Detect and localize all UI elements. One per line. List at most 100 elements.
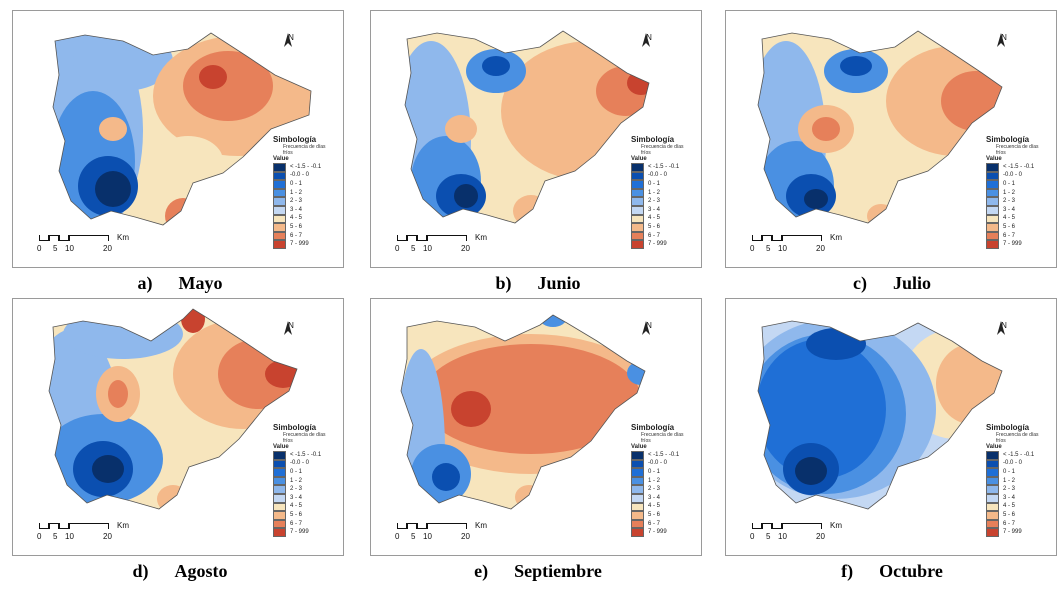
legend-rows: < -1.5 - -0.1 -0.0 - 0 0 - 1 1 - 2 2 - 3… [273, 451, 335, 537]
legend-row: 1 - 2 [986, 476, 1048, 486]
legend-row: 2 - 3 [631, 485, 693, 494]
scale-tick: 10 [423, 244, 432, 253]
scale-tick: 0 [395, 532, 400, 541]
legend-row: 6 - 7 [986, 519, 1048, 529]
map-octubre [757, 320, 1003, 510]
caption-septiembre: e) Septiembre [474, 561, 602, 581]
scale-tick: 10 [65, 532, 74, 541]
legend-subtitle: Frecuencia de días fríos [641, 432, 684, 444]
legend-row: 7 - 999 [986, 528, 1048, 537]
scale-bar: Km 0 5 10 20 [395, 521, 487, 541]
legend-subtitle: Frecuencia de días fríos [283, 432, 326, 444]
scale-tick: 10 [778, 244, 787, 253]
legend-row: 2 - 3 [273, 485, 335, 494]
legend-row: 0 - 1 [631, 180, 693, 189]
scale-tick: 20 [461, 532, 470, 541]
scale-tick: 0 [37, 244, 42, 253]
legend-value-label: Value [631, 156, 647, 162]
scale-tick: 10 [423, 532, 432, 541]
legend-row: 4 - 5 [631, 214, 693, 224]
legend-row: 2 - 3 [273, 197, 335, 206]
north-label: N [646, 33, 652, 42]
caption-mayo: a) Mayo [137, 273, 223, 293]
legend: Simbología Frecuencia de días fríos Valu… [986, 423, 1048, 537]
scale-tick: 10 [65, 244, 74, 253]
north-arrow-icon: N [996, 321, 1012, 335]
legend-row: 1 - 2 [631, 476, 693, 486]
legend-title: Simbología [631, 423, 675, 432]
legend-row: -0.0 - 0 [631, 459, 693, 469]
north-arrow-icon: N [641, 321, 657, 335]
scale-tick: 20 [461, 244, 470, 253]
scale-bar: Km 0 5 10 20 [750, 521, 842, 541]
legend-row: 4 - 5 [986, 214, 1048, 224]
scale-tick: 20 [816, 244, 825, 253]
legend-row: 4 - 5 [273, 214, 335, 224]
legend-rows: < -1.5 - -0.1 -0.0 - 0 0 - 1 1 - 2 2 - 3… [273, 163, 335, 249]
legend-row: 3 - 4 [986, 493, 1048, 503]
legend-row: 0 - 1 [631, 468, 693, 477]
scale-tick: 5 [411, 244, 416, 253]
legend-row: 6 - 7 [273, 231, 335, 241]
legend: Simbología Frecuencia de días fríos Valu… [631, 135, 693, 249]
scale-unit: Km [117, 233, 129, 242]
scale-tick: 10 [778, 532, 787, 541]
legend-row: -0.0 - 0 [986, 459, 1048, 469]
scale-tick: 5 [766, 532, 771, 541]
legend-row: 1 - 2 [273, 476, 335, 486]
legend-row: 5 - 6 [986, 511, 1048, 520]
legend-rows: < -1.5 - -0.1 -0.0 - 0 0 - 1 1 - 2 2 - 3… [631, 163, 693, 249]
legend-value-label: Value [631, 444, 647, 450]
legend-row: < -1.5 - -0.1 [986, 451, 1048, 460]
legend-value-label: Value [986, 156, 1002, 162]
north-label: N [288, 321, 294, 330]
legend-title: Simbología [273, 423, 317, 432]
legend-row: 7 - 999 [986, 240, 1048, 249]
caption-octubre: f) Octubre [841, 561, 943, 581]
scale-tick: 5 [766, 244, 771, 253]
caption-julio: c) Julio [853, 273, 931, 293]
map-panel-agosto: N Simbología Frecuencia de días fríos Va… [12, 298, 344, 556]
legend-row: 3 - 4 [273, 493, 335, 503]
legend-row: 7 - 999 [273, 528, 335, 537]
legend-row: 5 - 6 [273, 223, 335, 232]
north-label: N [1001, 321, 1007, 330]
legend-subtitle: Frecuencia de días fríos [283, 144, 326, 156]
scale-unit: Km [475, 521, 487, 530]
map-panel-septiembre: N Simbología Frecuencia de días fríos Va… [370, 298, 702, 556]
scale-bar: Km 0 5 10 20 [37, 521, 129, 541]
map-julio [757, 30, 1003, 224]
scale-bar: Km 0 5 10 20 [750, 233, 842, 253]
legend: Simbología Frecuencia de días fríos Valu… [631, 423, 693, 537]
legend-row: 4 - 5 [273, 502, 335, 512]
north-label: N [288, 33, 294, 42]
legend-row: -0.0 - 0 [631, 171, 693, 181]
legend-row: < -1.5 - -0.1 [273, 163, 335, 172]
scale-tick: 0 [750, 532, 755, 541]
legend-row: 2 - 3 [986, 197, 1048, 206]
legend-title: Simbología [631, 135, 675, 144]
scale-unit: Km [830, 233, 842, 242]
legend-row: 6 - 7 [631, 519, 693, 529]
legend: Simbología Frecuencia de días fríos Valu… [273, 135, 335, 249]
scale-tick: 5 [53, 532, 58, 541]
legend-row: 0 - 1 [986, 468, 1048, 477]
north-arrow-icon: N [283, 33, 299, 47]
scale-tick: 20 [103, 532, 112, 541]
legend-subtitle: Frecuencia de días fríos [996, 144, 1039, 156]
scale-tick: 5 [53, 244, 58, 253]
legend-row: < -1.5 - -0.1 [631, 163, 693, 172]
legend-row: 6 - 7 [273, 519, 335, 529]
scale-tick: 5 [411, 532, 416, 541]
legend-subtitle: Frecuencia de días fríos [641, 144, 684, 156]
map-junio [404, 30, 650, 224]
legend-value-label: Value [273, 444, 289, 450]
north-arrow-icon: N [996, 33, 1012, 47]
map-panel-julio: N Simbología Frecuencia de días fríos Va… [725, 10, 1057, 268]
legend-row: < -1.5 - -0.1 [986, 163, 1048, 172]
north-arrow-icon: N [283, 321, 299, 335]
legend-row: < -1.5 - -0.1 [631, 451, 693, 460]
north-label: N [1001, 33, 1007, 42]
scale-tick: 0 [750, 244, 755, 253]
legend-row: < -1.5 - -0.1 [273, 451, 335, 460]
